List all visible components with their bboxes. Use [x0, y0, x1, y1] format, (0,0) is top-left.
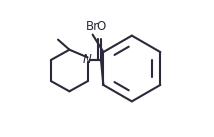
- Text: N: N: [83, 53, 92, 66]
- Text: Br: Br: [85, 20, 98, 33]
- Text: O: O: [96, 20, 106, 33]
